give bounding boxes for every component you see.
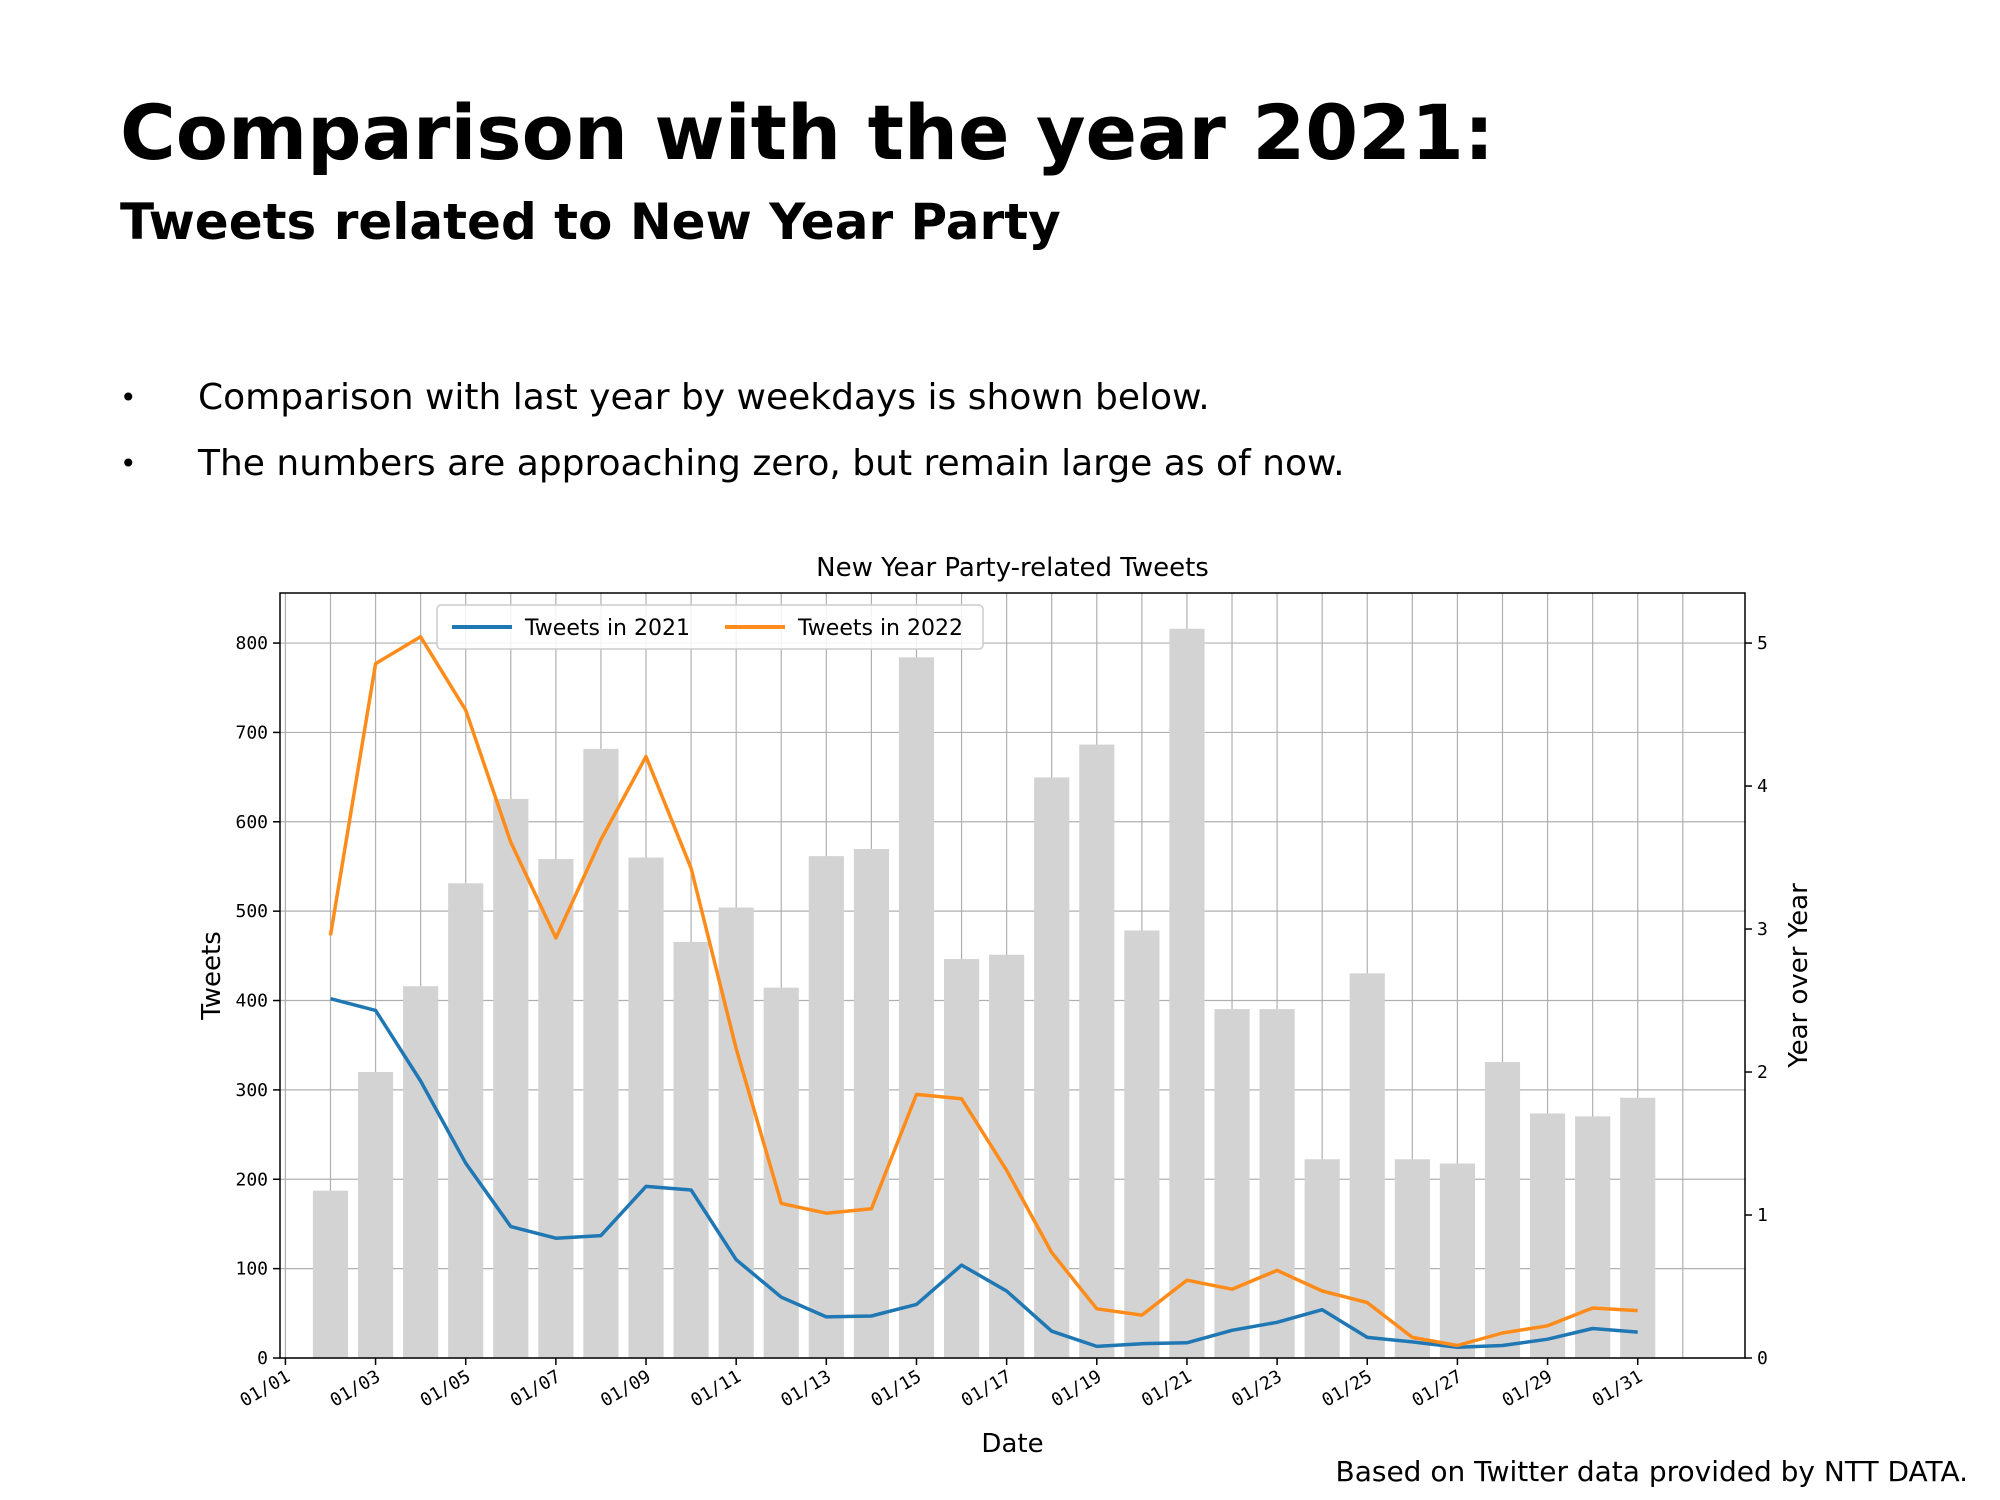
x-tick-label: 01/25: [1318, 1366, 1375, 1411]
yoy-bar: [538, 858, 574, 1358]
slide-title: Comparison with the year 2021:: [120, 88, 1495, 177]
series-line-2022: [328, 635, 1638, 1348]
x-tick-label: 01/29: [1499, 1366, 1556, 1411]
yoy-bar: [808, 856, 844, 1358]
y2-tick-label: 1: [1757, 1205, 1768, 1226]
yoy-bar: [493, 798, 529, 1358]
yoy-bar: [1214, 1009, 1250, 1358]
y2-tick-label: 5: [1757, 633, 1768, 654]
x-tick-label: 01/03: [327, 1366, 384, 1411]
y-tick-label: 800: [235, 633, 268, 654]
x-tick-label: 01/23: [1228, 1366, 1285, 1411]
x-tick-label: 01/19: [1048, 1366, 1105, 1411]
yoy-bar: [1079, 744, 1115, 1358]
plot-frame: [279, 592, 1746, 1359]
chart-title: New Year Party-related Tweets: [816, 553, 1209, 583]
yoy-bar: [1394, 1159, 1430, 1358]
y2-tick-label: 3: [1757, 919, 1768, 940]
x-tick-label: 01/07: [507, 1366, 564, 1411]
y-tick-label: 500: [235, 901, 268, 922]
yoy-bar: [628, 857, 664, 1358]
yoy-bar: [1034, 777, 1070, 1358]
yoy-bar: [1484, 1062, 1521, 1358]
x-axis-label: Date: [981, 1429, 1043, 1459]
yoy-bar: [989, 954, 1025, 1358]
x-tick-label: 01/15: [868, 1366, 925, 1411]
x-tick-label: 01/13: [777, 1366, 834, 1411]
yoy-bar: [943, 959, 980, 1358]
bullet-list: • Comparison with last year by weekdays …: [120, 365, 1345, 497]
bullet-item: • Comparison with last year by weekdays …: [120, 365, 1345, 431]
y2-axis-label: Year over Year: [1784, 883, 1814, 1069]
bullet-text: Comparison with last year by weekdays is…: [198, 377, 1210, 418]
yoy-bar: [1575, 1116, 1611, 1358]
bullet-dot: •: [120, 381, 137, 414]
x-tick-label: 01/01: [236, 1366, 293, 1411]
x-tick-label: 01/09: [597, 1366, 654, 1411]
x-tick-label: 01/11: [687, 1366, 744, 1411]
bar-layer: [312, 628, 1656, 1358]
y-axis-label: Tweets: [197, 931, 227, 1021]
yoy-bar: [1620, 1097, 1656, 1358]
yoy-bar: [1439, 1163, 1475, 1358]
yoy-bar: [673, 941, 709, 1358]
slide-subtitle: Tweets related to New Year Party: [120, 193, 1061, 251]
yoy-bar: [1259, 1009, 1295, 1358]
y-tick-label: 300: [235, 1080, 268, 1101]
yoy-bar: [583, 748, 619, 1358]
y2-tick-label: 0: [1757, 1348, 1768, 1369]
yoy-bar: [1349, 973, 1385, 1358]
chart-legend: Tweets in 2021 Tweets in 2022: [436, 604, 984, 650]
yoy-bar: [1169, 628, 1205, 1358]
x-tick-label: 01/31: [1589, 1366, 1646, 1411]
legend-label-2022: Tweets in 2022: [797, 616, 963, 641]
legend-box: [436, 604, 984, 650]
bullet-item: • The numbers are approaching zero, but …: [120, 431, 1345, 497]
y-tick-label: 700: [235, 722, 268, 743]
bullet-dot: •: [120, 447, 137, 480]
yoy-bar: [1304, 1159, 1340, 1358]
yoy-bar: [357, 1072, 394, 1358]
x-tick-label: 01/17: [958, 1366, 1015, 1411]
yoy-bar: [1529, 1113, 1566, 1358]
yoy-bar: [448, 883, 484, 1358]
y-tick-label: 200: [235, 1169, 268, 1190]
y-tick-label: 100: [235, 1259, 268, 1280]
x-tick-label: 01/21: [1138, 1366, 1195, 1411]
yoy-bar: [718, 907, 754, 1358]
y2-tick-label: 2: [1757, 1062, 1768, 1083]
yoy-bar: [898, 657, 935, 1358]
footnote: Based on Twitter data provided by NTT DA…: [1335, 1455, 1968, 1488]
legend-label-2021: Tweets in 2021: [524, 616, 690, 641]
y2-tick-label: 4: [1757, 776, 1768, 797]
series-line-2021: [330, 997, 1638, 1350]
yoy-bar: [403, 986, 439, 1358]
x-tick-label: 01/05: [417, 1366, 474, 1411]
bullet-text: The numbers are approaching zero, but re…: [198, 443, 1345, 484]
yoy-bar: [312, 1190, 349, 1358]
y-tick-label: 400: [235, 991, 268, 1012]
yoy-bar: [853, 848, 889, 1358]
line-layer: [328, 635, 1638, 1350]
x-tick-label: 01/27: [1408, 1366, 1465, 1411]
y-tick-label: 0: [257, 1348, 268, 1369]
y-tick-label: 600: [235, 812, 268, 833]
yoy-bar: [1124, 930, 1160, 1358]
